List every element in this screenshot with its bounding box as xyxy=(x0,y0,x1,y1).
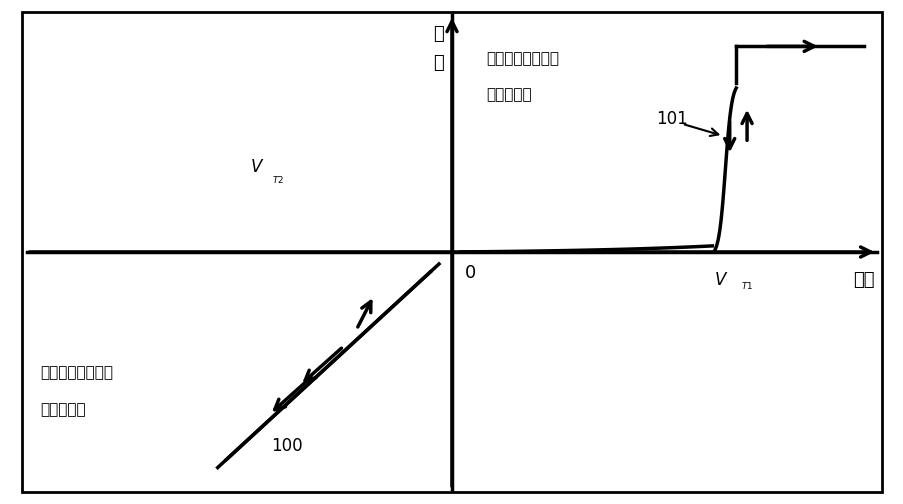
Text: 电: 电 xyxy=(433,25,444,43)
Text: 100: 100 xyxy=(271,436,303,455)
Text: $_{T2}$: $_{T2}$ xyxy=(272,173,284,186)
Text: 流: 流 xyxy=(433,54,444,72)
Text: 101: 101 xyxy=(656,110,687,128)
Text: 初态为高阻态的电: 初态为高阻态的电 xyxy=(486,51,559,66)
Text: 0: 0 xyxy=(464,264,476,282)
Text: 初态为低阻态的电: 初态为低阻态的电 xyxy=(40,365,113,381)
Text: $V$: $V$ xyxy=(249,158,264,176)
Text: 电压: 电压 xyxy=(852,271,874,289)
Text: 压扫描曲线: 压扫描曲线 xyxy=(40,402,85,417)
Text: $V$: $V$ xyxy=(713,271,728,289)
Text: $_{T1}$: $_{T1}$ xyxy=(740,279,752,292)
Text: 压扫描曲线: 压扫描曲线 xyxy=(486,87,532,102)
